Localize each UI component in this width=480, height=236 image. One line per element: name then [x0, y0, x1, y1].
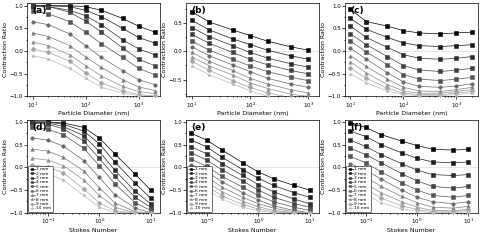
Legend: 1 mm, 2 mm, 3 mm, 4 mm, 5 mm, 6 mm, 7 mm, 8 mm, 9 mm, 10 mm: 1 mm, 2 mm, 3 mm, 4 mm, 5 mm, 6 mm, 7 mm…: [346, 166, 370, 212]
Y-axis label: Contraction Ratio: Contraction Ratio: [3, 22, 9, 77]
Text: (f): (f): [350, 122, 362, 131]
X-axis label: Stokes Number: Stokes Number: [386, 228, 434, 232]
Y-axis label: Contraction Ratio: Contraction Ratio: [3, 139, 9, 194]
Y-axis label: Contraction Ratio: Contraction Ratio: [162, 22, 167, 77]
Text: (d): (d): [33, 122, 47, 131]
Text: (e): (e): [191, 122, 205, 131]
X-axis label: Particle Diameter (nm): Particle Diameter (nm): [375, 111, 446, 116]
X-axis label: Stokes Number: Stokes Number: [228, 228, 276, 232]
Legend: 1 mm, 2 mm, 3 mm, 4 mm, 5 mm, 6 mm, 7 mm, 8 mm, 9 mm, 10 mm: 1 mm, 2 mm, 3 mm, 4 mm, 5 mm, 6 mm, 7 mm…: [28, 166, 53, 212]
Text: (c): (c): [350, 6, 363, 15]
Y-axis label: Contraction Ratio: Contraction Ratio: [321, 22, 326, 77]
Text: (a): (a): [33, 6, 47, 15]
Y-axis label: Contraction Ratio: Contraction Ratio: [162, 139, 167, 194]
Legend: 1 mm, 2 mm, 3 mm, 4 mm, 5 mm, 6 mm, 7 mm, 8 mm, 9 mm, 10 mm: 1 mm, 2 mm, 3 mm, 4 mm, 5 mm, 6 mm, 7 mm…: [187, 166, 211, 212]
Text: (b): (b): [191, 6, 206, 15]
Y-axis label: Contraction Ratio: Contraction Ratio: [321, 139, 326, 194]
X-axis label: Particle Diameter (nm): Particle Diameter (nm): [216, 111, 288, 116]
X-axis label: Stokes Number: Stokes Number: [69, 228, 118, 232]
X-axis label: Particle Diameter (nm): Particle Diameter (nm): [58, 111, 129, 116]
